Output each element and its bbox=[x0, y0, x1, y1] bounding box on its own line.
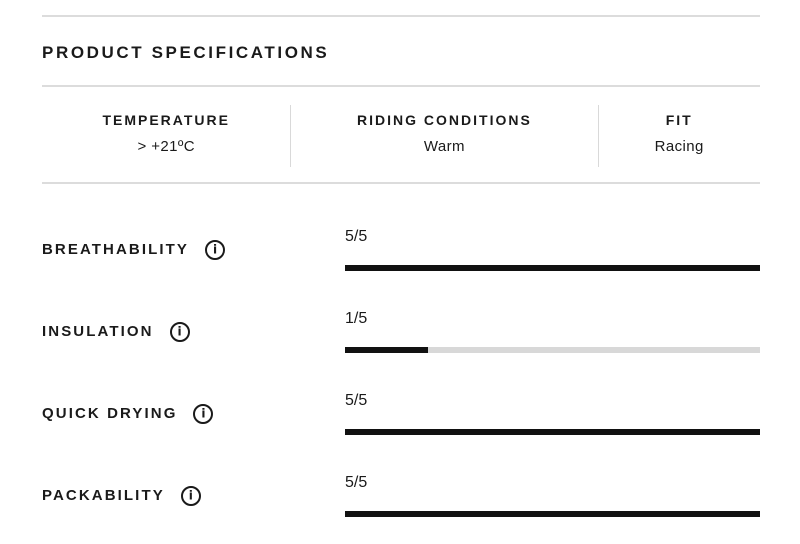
info-icon[interactable]: i bbox=[205, 239, 226, 260]
spec-label: QUICK DRYING bbox=[42, 405, 178, 422]
spec-bar-cell: 1/5 bbox=[345, 310, 760, 353]
spec-label-cell: PACKABILITY i bbox=[42, 485, 345, 506]
spec-bar-cell: 5/5 bbox=[345, 392, 760, 435]
rating-bar-track bbox=[345, 347, 760, 353]
condition-temperature: TEMPERATURE > +21ºC bbox=[42, 87, 290, 182]
spec-row-quick-drying: QUICK DRYING i 5/5 bbox=[42, 392, 760, 435]
condition-value: Warm bbox=[423, 138, 465, 155]
spec-label-cell: INSULATION i bbox=[42, 321, 345, 342]
condition-riding-conditions: RIDING CONDITIONS Warm bbox=[290, 87, 598, 182]
spec-score: 5/5 bbox=[345, 392, 368, 409]
spec-score: 1/5 bbox=[345, 310, 368, 327]
info-icon[interactable]: i bbox=[180, 485, 201, 506]
conditions-band: TEMPERATURE > +21ºC RIDING CONDITIONS Wa… bbox=[42, 87, 760, 182]
condition-value: Racing bbox=[654, 138, 704, 155]
spec-score: 5/5 bbox=[345, 474, 368, 491]
rating-bar-track bbox=[345, 265, 760, 271]
spec-ratings-list: BREATHABILITY i 5/5 INSULATION i 1/5 bbox=[42, 228, 760, 517]
spec-bar-cell: 5/5 bbox=[345, 474, 760, 517]
top-divider bbox=[42, 15, 760, 17]
title-divider bbox=[42, 85, 760, 87]
info-icon[interactable]: i bbox=[169, 321, 190, 342]
spec-row-packability: PACKABILITY i 5/5 bbox=[42, 474, 760, 517]
info-icon[interactable]: i bbox=[193, 403, 214, 424]
condition-label: RIDING CONDITIONS bbox=[357, 112, 532, 128]
rating-bar-fill bbox=[345, 265, 760, 271]
spec-row-breathability: BREATHABILITY i 5/5 bbox=[42, 228, 760, 271]
condition-label: FIT bbox=[665, 112, 693, 128]
conditions-divider bbox=[42, 182, 760, 184]
condition-label: TEMPERATURE bbox=[102, 112, 230, 128]
rating-bar-track bbox=[345, 511, 760, 517]
spec-label: BREATHABILITY bbox=[42, 241, 190, 258]
condition-fit: FIT Racing bbox=[598, 87, 760, 182]
spec-bar-cell: 5/5 bbox=[345, 228, 760, 271]
spec-row-insulation: INSULATION i 1/5 bbox=[42, 310, 760, 353]
spec-score: 5/5 bbox=[345, 228, 368, 245]
page-title: PRODUCT SPECIFICATIONS bbox=[42, 43, 330, 62]
rating-bar-fill bbox=[345, 347, 428, 353]
spec-label: INSULATION bbox=[42, 323, 154, 340]
spec-label: PACKABILITY bbox=[42, 487, 165, 504]
rating-bar-track bbox=[345, 429, 760, 435]
spec-label-cell: BREATHABILITY i bbox=[42, 239, 345, 260]
rating-bar-fill bbox=[345, 429, 760, 435]
condition-value: > +21ºC bbox=[137, 138, 195, 155]
spec-label-cell: QUICK DRYING i bbox=[42, 403, 345, 424]
rating-bar-fill bbox=[345, 511, 760, 517]
